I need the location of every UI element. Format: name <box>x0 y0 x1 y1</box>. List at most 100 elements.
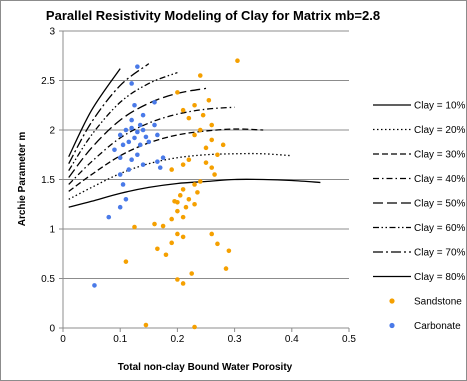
carbonate-point <box>137 122 143 128</box>
legend-label-carbonate: Carbonate <box>414 321 461 332</box>
y-axis-label: Archie Parameter m <box>17 132 28 227</box>
y-tick-label: 2.5 <box>41 76 55 87</box>
sandstone-point <box>226 248 232 254</box>
sandstone-point <box>186 157 192 162</box>
sandstone-point <box>209 122 215 128</box>
carbonate-point <box>92 283 97 288</box>
sandstone-point <box>209 231 215 237</box>
chart-title: Parallel Resistivity Modeling of Clay fo… <box>46 8 380 23</box>
legend-marker-carbonate <box>389 322 395 329</box>
model-line-clay-20 <box>68 152 292 200</box>
y-tick-label: 0.5 <box>41 274 55 285</box>
sandstone-point <box>175 90 180 95</box>
sandstone-point <box>200 112 206 118</box>
carbonate-point <box>155 159 160 164</box>
sandstone-point <box>203 145 209 151</box>
model-line-clay-40 <box>68 106 235 185</box>
model-line-clay-70 <box>68 63 150 164</box>
sandstone-point <box>215 241 220 247</box>
sandstone-point <box>180 214 186 220</box>
carbonate-point <box>117 204 123 210</box>
carbonate-point <box>157 165 163 170</box>
sandstone-point <box>203 160 209 165</box>
sandstone-point <box>186 197 192 202</box>
y-tick-label: 1 <box>49 225 55 236</box>
legend-label-clay-80: Clay = 80% <box>414 272 466 283</box>
sandstone-point <box>206 98 212 103</box>
sandstone-point <box>183 204 189 210</box>
sandstone-point <box>189 271 194 276</box>
legend-label-clay-70: Clay = 70% <box>414 248 466 259</box>
sandstone-point <box>223 266 229 271</box>
carbonate-point <box>120 182 126 187</box>
carbonate-point <box>117 155 123 161</box>
sandstone-point <box>172 198 177 204</box>
carbonate-point <box>137 142 143 148</box>
carbonate-point <box>129 81 134 86</box>
legend-marker-sandstone <box>389 298 395 304</box>
sandstone-point <box>235 58 240 63</box>
sandstone-point <box>160 223 166 229</box>
carbonate-point <box>123 127 129 133</box>
carbonate-point <box>155 132 160 138</box>
x-tick-label: 0 <box>60 334 66 345</box>
sandstone-point <box>197 179 203 184</box>
sandstone-point <box>169 167 174 172</box>
carbonate-point <box>143 134 149 140</box>
sandstone-point <box>186 115 192 121</box>
sandstone-point <box>212 172 217 177</box>
sandstone-point <box>180 162 186 167</box>
sandstone-point <box>123 259 129 264</box>
x-tick-label: 0.2 <box>170 334 184 345</box>
sandstone-point <box>197 127 203 133</box>
carbonate-point <box>135 152 140 158</box>
legend-label-clay-60: Clay = 60% <box>414 223 466 234</box>
y-tick-label: 2 <box>49 126 55 137</box>
x-tick-label: 0.1 <box>113 334 127 345</box>
carbonate-point <box>140 162 146 167</box>
sandstone-point <box>197 73 203 78</box>
carbonate-point <box>132 102 137 108</box>
sandstone-point <box>177 193 183 198</box>
carbonate-point <box>106 214 112 220</box>
sandstone-point <box>143 322 149 328</box>
legend-label-clay-20: Clay = 20% <box>414 125 466 136</box>
carbonate-point <box>135 64 140 69</box>
sandstone-point <box>192 201 197 207</box>
sandstone-point <box>169 240 174 246</box>
carbonate-point <box>140 127 146 133</box>
tick-labels: 0 0.1 0.2 0.3 0.4 0.5 0 0.5 1 1.5 2 2.5 3 <box>41 27 356 346</box>
sandstone-point <box>220 142 226 148</box>
carbonate-point <box>132 135 137 141</box>
sandstone-point <box>132 224 137 230</box>
carbonate-point <box>146 139 152 145</box>
x-tick-label: 0.4 <box>285 334 299 345</box>
carbonate-point <box>152 122 157 128</box>
carbonate-point <box>135 129 140 135</box>
data-points <box>92 58 240 330</box>
carbonate-point <box>120 142 126 148</box>
sandstone-point <box>215 152 220 158</box>
model-line-clay-50 <box>68 87 207 178</box>
carbonate-point <box>123 197 129 202</box>
sandstone-point <box>175 277 180 282</box>
model-line-clay-10 <box>68 178 321 208</box>
legend-label-clay-40: Clay = 40% <box>414 174 466 185</box>
sandstone-point <box>175 208 180 214</box>
carbonate-point <box>160 155 166 161</box>
x-tick-label: 0.5 <box>342 334 356 345</box>
carbonate-point <box>117 132 123 138</box>
y-tick-label: 1.5 <box>41 175 55 186</box>
sandstone-point <box>163 252 169 258</box>
sandstone-point <box>180 281 186 286</box>
carbonate-point <box>129 125 134 131</box>
x-tick-label: 0.3 <box>228 334 242 345</box>
sandstone-point <box>155 246 160 252</box>
sandstone-point <box>192 132 197 138</box>
sandstone-point <box>209 165 215 170</box>
legend-label-clay-10: Clay = 10% <box>414 101 466 112</box>
carbonate-point <box>126 139 132 145</box>
sandstone-point <box>192 102 197 108</box>
